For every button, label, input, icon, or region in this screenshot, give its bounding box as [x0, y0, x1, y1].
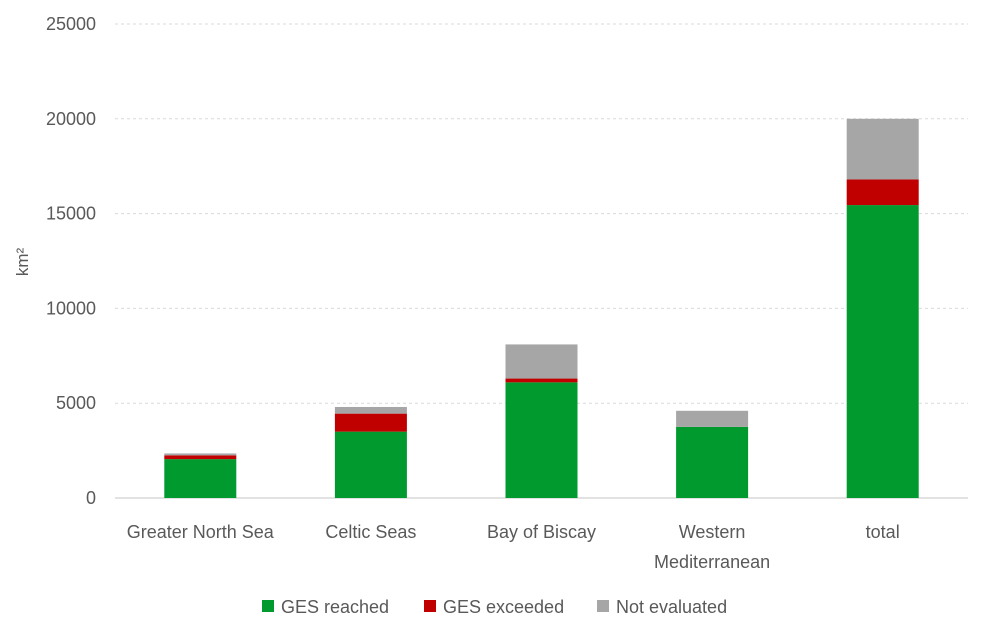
- x-tick-label: Mediterranean: [654, 552, 770, 572]
- y-axis-ticks: 0 5000 10000 15000 20000 25000: [46, 14, 96, 508]
- x-tick-label: total: [866, 522, 900, 542]
- bar-segment: [846, 205, 919, 498]
- bar-segment: [676, 410, 749, 427]
- legend-swatch: [262, 600, 274, 612]
- bar-segment: [334, 413, 407, 432]
- legend-swatch: [424, 600, 436, 612]
- legend-label: GES exceeded: [443, 597, 564, 617]
- x-tick-label: Bay of Biscay: [487, 522, 596, 542]
- bar-segment: [676, 426, 749, 498]
- bars: [164, 118, 919, 498]
- bar-segment: [505, 378, 578, 383]
- y-tick-label: 25000: [46, 14, 96, 34]
- y-tick-label: 20000: [46, 109, 96, 129]
- y-tick-label: 15000: [46, 204, 96, 224]
- bar-segment: [846, 118, 919, 180]
- bar-segment: [164, 453, 237, 456]
- x-tick-label: Western: [679, 522, 746, 542]
- legend-swatch: [597, 600, 609, 612]
- y-axis-title: km²: [13, 248, 32, 277]
- y-tick-label: 5000: [56, 393, 96, 413]
- x-tick-label: Celtic Seas: [325, 522, 416, 542]
- bar-segment: [164, 455, 237, 460]
- bar-segment: [164, 459, 237, 498]
- x-tick-label: Greater North Sea: [127, 522, 275, 542]
- bar-segment: [334, 431, 407, 498]
- legend-label: GES reached: [281, 597, 389, 617]
- bar-segment: [505, 344, 578, 379]
- legend-label: Not evaluated: [616, 597, 727, 617]
- y-tick-label: 0: [86, 488, 96, 508]
- y-tick-label: 10000: [46, 298, 96, 318]
- legend: GES reached GES exceeded Not evaluated: [262, 597, 727, 617]
- bar-segment: [846, 179, 919, 206]
- x-axis-category-labels: Greater North Sea Celtic Seas Bay of Bisca…: [127, 522, 900, 572]
- bar-segment: [334, 406, 407, 414]
- bar-segment: [505, 382, 578, 498]
